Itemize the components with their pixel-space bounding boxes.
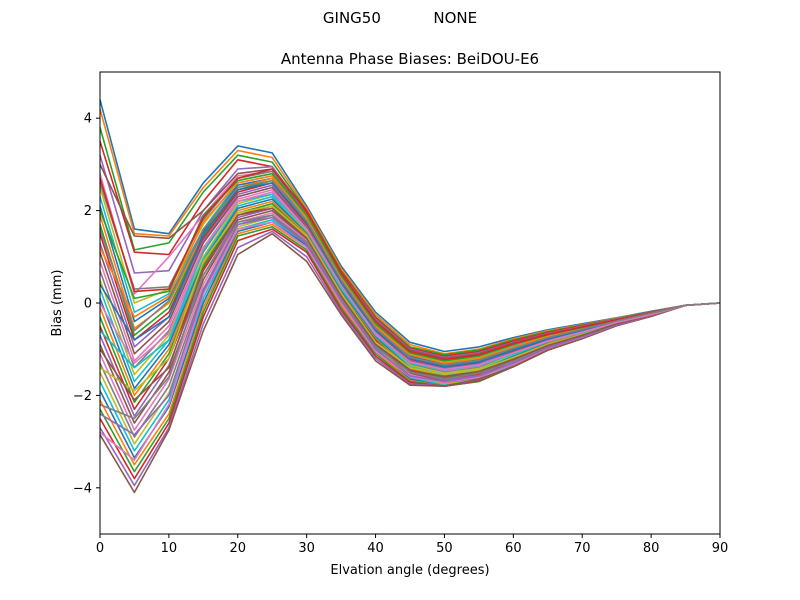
- x-tick-label: 90: [712, 541, 729, 556]
- y-axis-label: Bias (mm): [50, 270, 65, 337]
- y-tick-label: 4: [84, 112, 92, 127]
- chart-title: Antenna Phase Biases: BeiDOU-E6: [281, 50, 539, 68]
- x-tick-label: 20: [230, 541, 247, 556]
- y-ticks: −4 −2 0 2 4: [73, 112, 100, 496]
- figure-suptitle: GING50 NONE: [0, 9, 800, 27]
- series-line-s45: [99, 216, 721, 436]
- x-tick-label: 50: [436, 541, 453, 556]
- x-axis-label: Elvation angle (degrees): [330, 563, 489, 578]
- series-line-s46: [99, 207, 721, 401]
- x-ticks: 0 10 20 30 40 50 60 70 80 90: [96, 534, 728, 556]
- series-line-s47: [99, 191, 721, 371]
- x-tick-label: 0: [96, 541, 104, 556]
- suptitle-left: GING50: [322, 9, 381, 27]
- series-line-s48: [99, 179, 721, 366]
- series-line-s44: [99, 168, 721, 361]
- suptitle-right: NONE: [433, 9, 478, 27]
- y-tick-label: 2: [84, 204, 92, 219]
- series-lines: [99, 99, 721, 494]
- y-tick-label: 0: [84, 297, 92, 312]
- x-tick-label: 60: [505, 541, 522, 556]
- y-tick-label: −4: [73, 481, 92, 496]
- y-tick-label: −2: [73, 389, 92, 404]
- x-tick-label: 10: [161, 541, 178, 556]
- x-tick-label: 80: [643, 541, 660, 556]
- x-tick-label: 40: [367, 541, 384, 556]
- series-line-s36: [99, 232, 721, 494]
- x-tick-label: 30: [298, 541, 315, 556]
- x-tick-label: 70: [574, 541, 591, 556]
